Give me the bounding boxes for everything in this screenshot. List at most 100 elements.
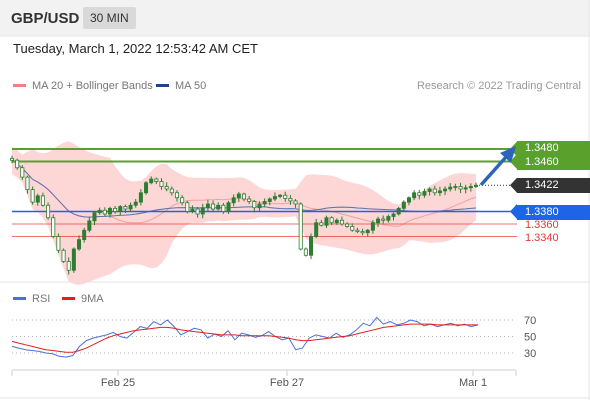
price-label-current: 1.3422: [517, 178, 590, 193]
legend-9ma-label: 9MA: [81, 293, 104, 305]
candle-body: [185, 202, 190, 212]
rsi-swatch: [13, 296, 26, 300]
candle-body: [329, 217, 334, 224]
candle-body: [211, 203, 216, 210]
candle-body: [272, 196, 277, 200]
candle-body: [61, 249, 66, 262]
legend-rsi: RSI: [13, 293, 50, 305]
x-tick-label: Feb 27: [270, 377, 304, 389]
rsi-line: [11, 316, 479, 358]
candle-body: [9, 157, 14, 161]
candle-body: [303, 248, 308, 256]
legend-9ma: 9MA: [62, 293, 104, 305]
candle-body: [82, 229, 87, 241]
candle-body: [350, 226, 355, 231]
candle-body: [236, 193, 241, 199]
price-label-r2: 1.3460: [517, 155, 590, 170]
candle-body: [432, 188, 437, 194]
candle-body: [406, 197, 411, 203]
credit-text: Research © 2022 Trading Central: [416, 80, 581, 92]
candle-body: [221, 204, 226, 212]
legend-ma50: MA 50: [156, 80, 206, 92]
rsi-level-label: 50: [524, 332, 536, 344]
candle-body: [278, 194, 283, 197]
candle-body: [298, 203, 303, 250]
candle-body: [370, 222, 375, 231]
candle-body: [339, 219, 344, 225]
candle-body: [71, 248, 76, 271]
label-tip-current: [510, 177, 517, 193]
candle-body: [138, 192, 143, 203]
header-bar: GBP/USD 30 MIN: [0, 0, 590, 36]
candle-body: [262, 201, 267, 205]
candle-body: [448, 186, 453, 190]
candle-body: [205, 203, 210, 209]
candle-body: [293, 200, 298, 205]
timeframe-button[interactable]: 30 MIN: [83, 7, 136, 29]
candle-body: [92, 212, 97, 222]
candle-body: [40, 195, 45, 206]
candle-body: [102, 209, 107, 215]
legend-ma20-label: MA 20 + Bollinger Bands: [32, 80, 153, 92]
candle-body: [87, 220, 92, 231]
ma50-swatch: [156, 83, 169, 87]
candle-body: [422, 191, 427, 196]
candle-body: [267, 198, 272, 202]
ma9-swatch: [62, 296, 75, 300]
candle-body: [20, 167, 25, 178]
candle-body: [458, 186, 463, 190]
candle-body: [283, 194, 288, 199]
candle-body: [51, 217, 56, 237]
candle-body: [314, 222, 319, 237]
candle-body: [30, 189, 35, 203]
candle-body: [97, 209, 102, 214]
bollinger-band: [12, 141, 476, 285]
candle-body: [334, 219, 339, 224]
candle-body: [144, 182, 149, 194]
rsi-ma9-line: [11, 323, 478, 353]
rsi-level-label: 30: [524, 348, 536, 360]
candle-body: [118, 206, 123, 212]
price-label-r1: 1.3480: [517, 141, 590, 156]
candle-body: [107, 207, 112, 215]
candle-body: [417, 192, 422, 196]
candle-body: [231, 197, 236, 204]
candle-body: [169, 188, 174, 194]
legend-ma20: MA 20 + Bollinger Bands: [13, 80, 153, 92]
candle-body: [66, 261, 71, 271]
candle-body: [427, 188, 432, 192]
candle-body: [149, 178, 154, 184]
candle-body: [46, 204, 51, 219]
candle-body: [113, 207, 118, 212]
candle-body: [381, 218, 386, 221]
label-tip-pivot: [510, 204, 517, 219]
x-tick-label: Feb 25: [101, 377, 135, 389]
forecast-arrowhead: [500, 146, 516, 163]
candle-body: [247, 198, 252, 202]
candle-body: [355, 229, 360, 232]
rsi-level-label: 70: [524, 315, 536, 327]
candle-body: [174, 192, 179, 199]
candle-body: [319, 222, 324, 226]
candle-body: [164, 186, 169, 190]
forecast-arrow-line: [479, 155, 508, 187]
candle-body: [123, 206, 128, 210]
candle-body: [159, 181, 164, 187]
candle-body: [463, 187, 468, 190]
candle-body: [443, 188, 448, 192]
price-label-pivot: 1.3380: [517, 205, 590, 220]
candle-body: [15, 159, 20, 169]
candle-body: [396, 207, 401, 215]
candle-body: [200, 207, 205, 215]
candle-body: [376, 218, 381, 224]
candle-body: [195, 208, 200, 215]
candle-body: [190, 208, 195, 212]
candle-body: [180, 197, 185, 204]
candle-body: [412, 192, 417, 199]
candle-body: [257, 203, 262, 209]
candle-body: [133, 201, 138, 206]
candle-body: [288, 197, 293, 202]
candle-body: [391, 213, 396, 217]
candle-body: [401, 201, 406, 209]
